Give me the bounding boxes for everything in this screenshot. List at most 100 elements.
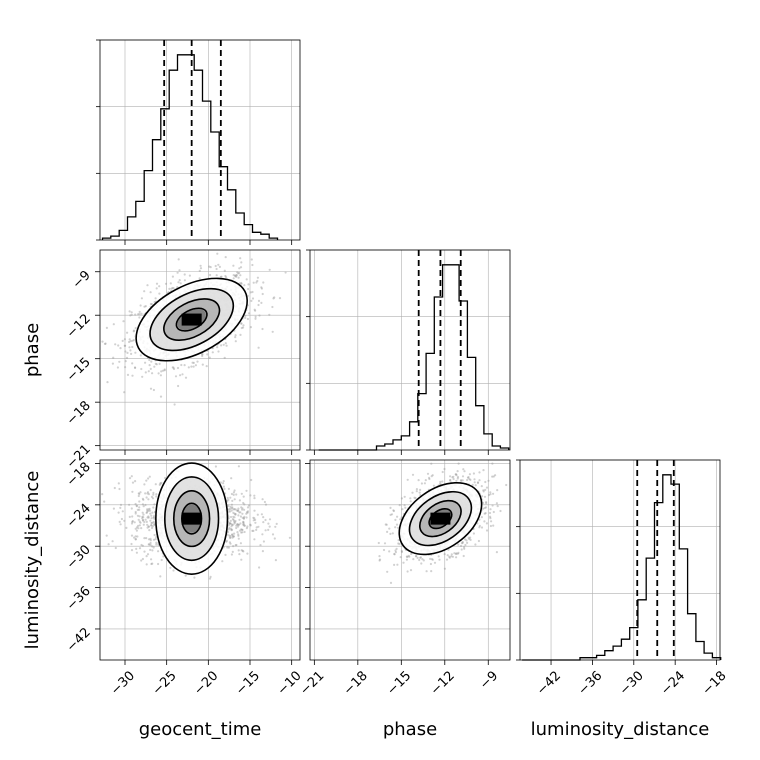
sample-point <box>225 344 228 347</box>
sample-point <box>230 553 233 556</box>
sample-point <box>172 287 175 290</box>
sample-point <box>469 536 472 539</box>
sample-point <box>241 512 244 515</box>
sample-point <box>124 350 127 353</box>
sample-point <box>386 530 389 534</box>
sample-point <box>490 520 493 523</box>
sample-point <box>140 559 143 562</box>
sample-point <box>233 489 236 492</box>
sample-point <box>155 541 158 544</box>
sample-point <box>230 492 233 496</box>
scatter-luminosity_distance-vs-geocent_time-contour <box>181 502 203 535</box>
sample-point <box>237 276 240 279</box>
sample-point <box>441 470 444 474</box>
sample-point <box>141 517 144 520</box>
sample-point <box>390 513 394 516</box>
sample-point <box>222 343 225 346</box>
sample-point <box>114 546 117 550</box>
sample-point <box>482 469 485 472</box>
sample-point <box>147 477 150 480</box>
sample-point <box>402 561 405 564</box>
sample-point <box>400 549 403 553</box>
sample-point <box>141 519 144 522</box>
sample-point <box>215 267 218 271</box>
sample-point <box>252 516 255 519</box>
sample-point <box>206 353 209 356</box>
sample-point <box>145 537 148 540</box>
sample-point <box>163 369 166 372</box>
sample-point <box>119 506 122 509</box>
sample-point <box>103 342 107 345</box>
sample-point <box>409 497 412 500</box>
histogram-luminosity_distance-background <box>520 460 720 660</box>
sample-point <box>505 483 508 487</box>
sample-point <box>483 495 487 498</box>
sample-point <box>229 515 233 519</box>
sample-point <box>209 273 212 277</box>
sample-point <box>179 282 182 285</box>
sample-point <box>232 491 235 494</box>
sample-point <box>415 554 418 558</box>
sample-point <box>152 491 155 494</box>
xtick-label: −20 <box>191 668 221 698</box>
sample-point <box>222 485 225 488</box>
sample-point <box>395 547 398 551</box>
sample-point <box>196 360 199 363</box>
sample-point <box>232 545 235 548</box>
sample-point <box>485 522 488 525</box>
sample-point <box>242 501 245 505</box>
sample-point <box>226 530 230 534</box>
sample-point <box>198 269 201 272</box>
sample-point <box>135 504 138 507</box>
sample-point <box>147 508 150 511</box>
sample-point <box>249 523 252 526</box>
sample-point <box>159 482 162 485</box>
sample-point <box>232 535 235 538</box>
sample-point <box>455 552 458 555</box>
sample-point <box>232 277 235 280</box>
sample-point <box>157 562 160 566</box>
sample-point <box>201 363 204 366</box>
sample-point <box>136 535 139 538</box>
sample-point <box>395 523 399 526</box>
sample-point <box>259 544 262 547</box>
sample-point <box>439 480 442 483</box>
sample-point <box>116 366 119 369</box>
sample-point <box>244 314 247 317</box>
scatter-luminosity_distance-vs-phase-density-peak <box>430 512 451 525</box>
sample-point <box>492 492 495 495</box>
sample-point <box>151 521 154 524</box>
sample-point <box>145 511 148 514</box>
sample-point <box>226 546 229 549</box>
sample-point <box>217 263 220 266</box>
sample-point <box>499 509 502 513</box>
sample-point <box>133 366 137 369</box>
sample-point <box>478 471 481 474</box>
sample-point <box>125 356 129 359</box>
sample-point <box>234 512 237 516</box>
sample-point <box>441 480 444 483</box>
sample-point <box>137 492 140 495</box>
sample-point <box>183 279 186 282</box>
sample-point <box>123 338 126 341</box>
sample-point <box>462 468 465 471</box>
sample-point <box>388 550 391 553</box>
sample-point <box>271 533 275 536</box>
sample-point <box>489 524 492 528</box>
sample-point <box>421 558 424 561</box>
sample-point <box>240 322 243 325</box>
sample-point <box>239 257 242 260</box>
sample-point <box>237 534 240 537</box>
sample-point <box>484 506 488 509</box>
sample-point <box>256 513 259 516</box>
sample-point <box>211 351 214 354</box>
sample-point <box>404 506 407 509</box>
sample-point <box>240 528 243 531</box>
sample-point <box>467 476 470 479</box>
histogram-phase-frame <box>309 249 511 451</box>
sample-point <box>408 555 411 558</box>
sample-point <box>140 297 143 300</box>
sample-point <box>234 513 237 516</box>
sample-point <box>255 528 258 532</box>
